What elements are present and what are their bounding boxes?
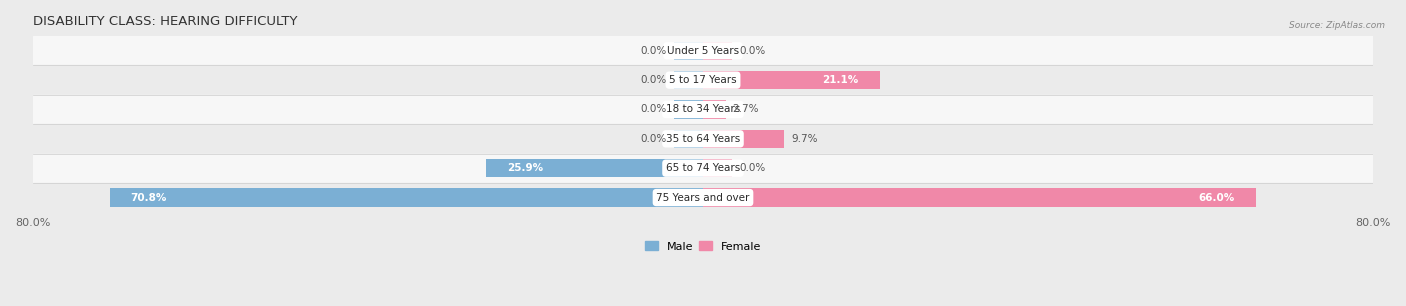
Text: 21.1%: 21.1% (823, 75, 859, 85)
Text: 0.0%: 0.0% (641, 134, 666, 144)
Text: 2.7%: 2.7% (733, 104, 759, 114)
Bar (673, 100, 703, 119)
Bar (486, 159, 703, 177)
Legend: Male, Female: Male, Female (640, 237, 766, 256)
Bar (110, 188, 703, 207)
Bar (32, 95, 1374, 124)
Bar (673, 130, 703, 148)
Bar (673, 42, 703, 60)
Bar (703, 188, 1256, 207)
Bar (673, 71, 703, 89)
Bar (32, 154, 1374, 183)
Bar (703, 100, 725, 119)
Text: 0.0%: 0.0% (641, 104, 666, 114)
Text: 35 to 64 Years: 35 to 64 Years (666, 134, 740, 144)
Text: 75 Years and over: 75 Years and over (657, 192, 749, 203)
Text: 5 to 17 Years: 5 to 17 Years (669, 75, 737, 85)
Text: 18 to 34 Years: 18 to 34 Years (666, 104, 740, 114)
Text: 0.0%: 0.0% (641, 75, 666, 85)
Text: DISABILITY CLASS: HEARING DIFFICULTY: DISABILITY CLASS: HEARING DIFFICULTY (32, 15, 297, 28)
Bar (703, 42, 733, 60)
Text: 66.0%: 66.0% (1199, 192, 1234, 203)
Bar (703, 159, 733, 177)
Bar (32, 36, 1374, 65)
Bar (32, 65, 1374, 95)
Text: 0.0%: 0.0% (740, 163, 765, 173)
Text: Source: ZipAtlas.com: Source: ZipAtlas.com (1289, 21, 1385, 30)
Text: 0.0%: 0.0% (641, 46, 666, 56)
Text: 0.0%: 0.0% (740, 46, 765, 56)
Bar (32, 183, 1374, 212)
Text: 70.8%: 70.8% (131, 192, 167, 203)
Text: 65 to 74 Years: 65 to 74 Years (666, 163, 740, 173)
Bar (703, 130, 785, 148)
Text: 25.9%: 25.9% (508, 163, 543, 173)
Bar (32, 124, 1374, 154)
Bar (703, 71, 880, 89)
Text: 9.7%: 9.7% (792, 134, 817, 144)
Text: Under 5 Years: Under 5 Years (666, 46, 740, 56)
